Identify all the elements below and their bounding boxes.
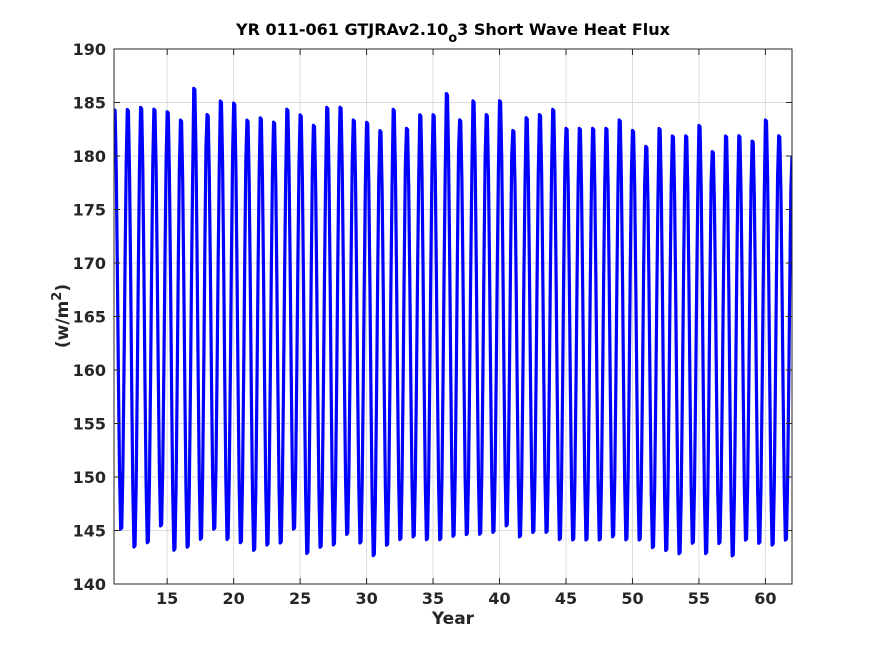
chart-title: YR 011-061 GTJRAv2.10o3 Short Wave Heat … (235, 20, 671, 46)
y-tick-label: 175 (73, 201, 106, 220)
y-tick-label: 165 (73, 308, 106, 327)
x-tick-label: 20 (223, 589, 245, 608)
y-tick-label: 140 (73, 575, 106, 594)
x-tick-label: 30 (355, 589, 377, 608)
chart-title-main: YR 011-061 GTJRAv2.10 (235, 20, 448, 39)
x-tick-label: 60 (754, 589, 776, 608)
y-axis-ticks: 140 145 150 155 160 165 170 175 180 185 190 (73, 40, 792, 594)
y-tick-label: 160 (73, 361, 106, 380)
x-tick-label: 55 (688, 589, 710, 608)
x-tick-label: 35 (422, 589, 444, 608)
chart-title-rest: 3 Short Wave Heat Flux (457, 20, 671, 39)
x-tick-label: 50 (621, 589, 643, 608)
y-tick-label: 145 (73, 522, 106, 541)
y-axis-label: (w/m2) (50, 284, 73, 348)
y-axis-label-superscript: 2 (50, 292, 65, 301)
x-tick-label: 40 (488, 589, 510, 608)
series-line (114, 86, 792, 558)
y-axis-label-end: ) (53, 284, 73, 292)
y-tick-label: 150 (73, 468, 106, 487)
x-tick-label: 15 (156, 589, 178, 608)
x-tick-label: 25 (289, 589, 311, 608)
y-tick-label: 190 (73, 40, 106, 59)
x-axis-ticks: 15 20 25 30 35 40 45 50 55 60 (156, 49, 777, 608)
y-tick-label: 185 (73, 94, 106, 113)
chart-title-subscript: o (448, 31, 457, 46)
y-tick-label: 180 (73, 147, 106, 166)
x-tick-label: 45 (555, 589, 577, 608)
x-axis-label: Year (431, 609, 475, 629)
y-tick-label: 170 (73, 254, 106, 273)
y-axis-label-main: (w/m (53, 301, 73, 348)
y-tick-label: 155 (73, 415, 106, 434)
